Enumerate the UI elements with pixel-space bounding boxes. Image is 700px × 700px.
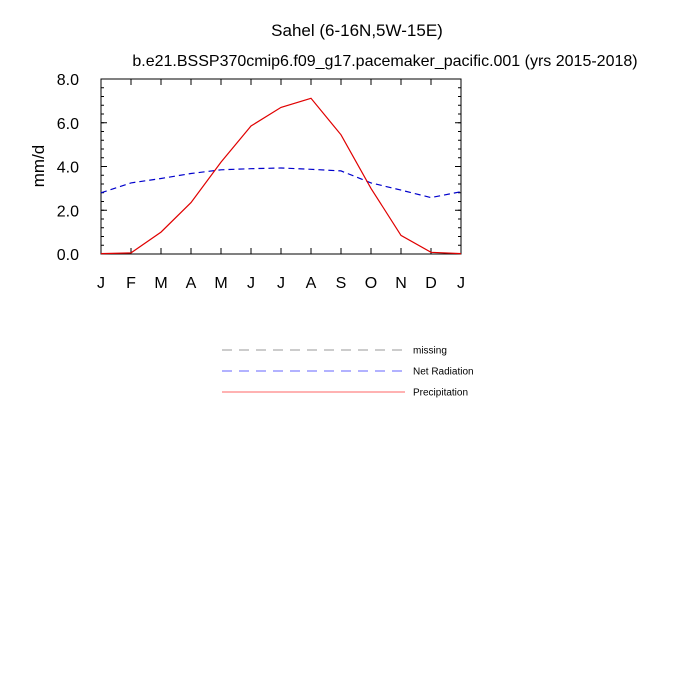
y-tick-label: 6.0: [57, 116, 79, 133]
chart-title: Sahel (6-16N,5W-15E): [271, 21, 443, 40]
y-tick-label: 2.0: [57, 203, 79, 220]
x-tick-label: D: [425, 275, 437, 292]
x-tick-label: N: [395, 275, 407, 292]
plot-frame: [100, 78, 462, 255]
y-tick-label: 8.0: [57, 72, 79, 89]
legend-label: missing: [413, 346, 447, 357]
series-line-net-radiation: [100, 167, 462, 199]
series-line-precipitation: [100, 97, 462, 255]
x-tick-label: M: [214, 275, 227, 292]
series-layer: [100, 97, 462, 255]
x-tick-label: M: [154, 275, 167, 292]
plot-axes: J F M A M J J A S O N D J0.02.04.06.08.0: [57, 72, 465, 292]
legend: missing Net Radiation Precipitation: [222, 346, 474, 399]
x-tick-label: J: [457, 275, 465, 292]
x-tick-label: J: [277, 275, 285, 292]
x-tick-label: J: [247, 275, 255, 292]
x-tick-label: F: [126, 275, 136, 292]
y-tick-label: 0.0: [57, 247, 79, 264]
y-axis-label: mm/d: [29, 145, 48, 188]
x-tick-label: A: [186, 275, 197, 292]
x-tick-label: O: [365, 275, 377, 292]
chart-subtitle: b.e21.BSSP370cmip6.f09_g17.pacemaker_pac…: [132, 53, 637, 70]
x-tick-label: J: [97, 275, 105, 292]
y-tick-label: 4.0: [57, 160, 79, 177]
x-tick-label: A: [306, 275, 317, 292]
legend-label: Net Radiation: [413, 367, 474, 378]
legend-label: Precipitation: [413, 388, 468, 399]
x-tick-label: S: [336, 275, 347, 292]
